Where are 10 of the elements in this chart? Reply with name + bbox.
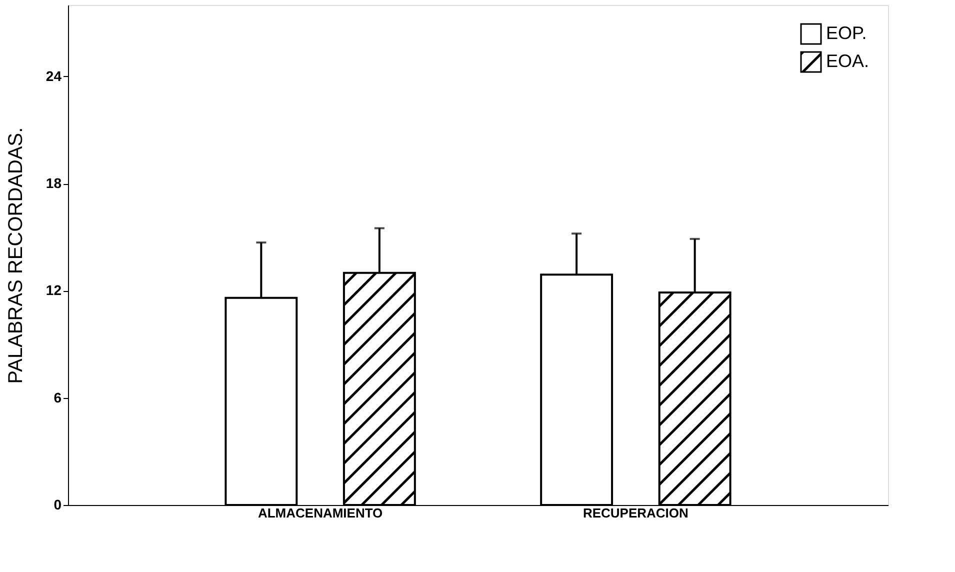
- y-tick-label: 6: [54, 389, 62, 406]
- x-tick-label: RECUPERACION: [582, 506, 688, 520]
- y-tick-label: 12: [46, 282, 62, 298]
- legend-label: EOA.: [826, 51, 870, 71]
- y-tick-label: 18: [46, 175, 62, 192]
- y-tick-label: 0: [54, 496, 62, 512]
- y-tick-label: 24: [46, 68, 62, 84]
- legend-label: EOP.: [826, 23, 867, 43]
- y-axis-title: PALABRAS RECORDADAS.: [4, 127, 27, 384]
- x-tick-label: ALMACENAMIENTO: [258, 506, 383, 520]
